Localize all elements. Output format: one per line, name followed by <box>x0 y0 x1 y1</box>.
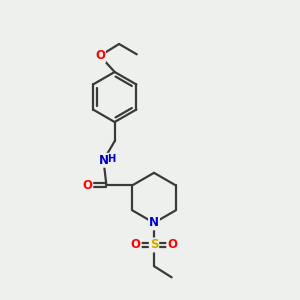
Text: S: S <box>150 238 158 251</box>
Text: O: O <box>167 238 177 251</box>
Text: O: O <box>131 238 141 251</box>
Text: N: N <box>98 154 109 167</box>
Text: H: H <box>108 154 116 164</box>
Text: N: N <box>149 216 159 230</box>
Text: O: O <box>95 49 105 62</box>
Text: O: O <box>82 179 92 192</box>
